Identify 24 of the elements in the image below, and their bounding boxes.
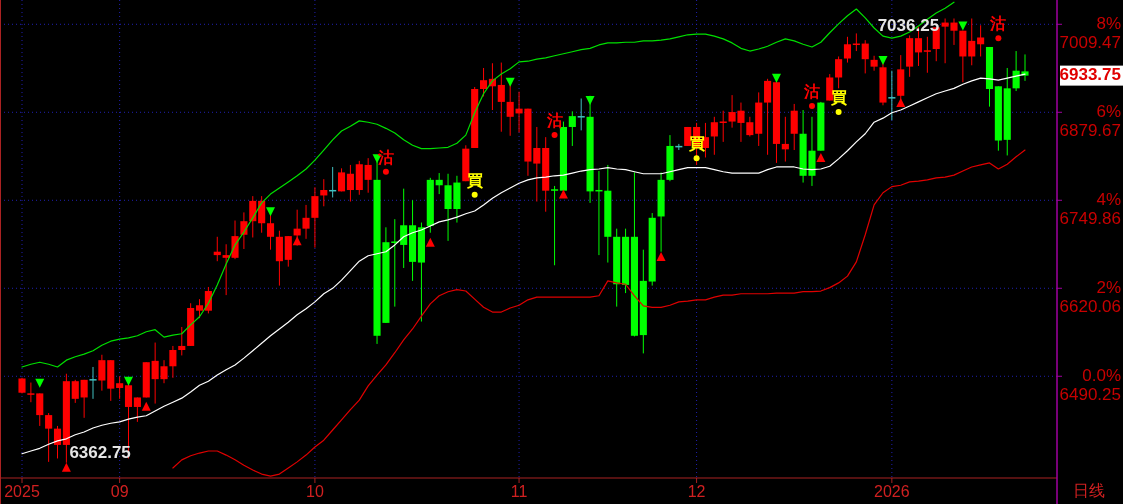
y-tick-label: 6490.25 bbox=[1059, 384, 1121, 404]
text: 買 bbox=[466, 171, 483, 189]
y-tick-label: 7009.47 bbox=[1059, 32, 1121, 52]
y2-tick-label: 4% bbox=[1096, 189, 1121, 209]
y2-tick-label: 8% bbox=[1096, 13, 1121, 33]
x-tick-label: 09 bbox=[110, 483, 129, 501]
last-price-label: 6933.75 bbox=[1059, 65, 1123, 86]
x-tick-label: 2026 bbox=[874, 483, 910, 501]
y2-tick-label: 6% bbox=[1096, 101, 1121, 121]
x-tick-label: 10 bbox=[306, 483, 324, 501]
y-tick-label: 6620.06 bbox=[1059, 296, 1121, 316]
series-label: 買 bbox=[829, 89, 847, 107]
text: 沽 bbox=[377, 148, 394, 166]
text: 沽 bbox=[803, 83, 820, 101]
y-tick-label: 6879.67 bbox=[1059, 120, 1121, 140]
x-tick-label: 12 bbox=[687, 483, 706, 501]
x-tick-label: 2025 bbox=[4, 483, 40, 501]
text: 日线 bbox=[1073, 482, 1105, 500]
x-tick-label: 11 bbox=[510, 483, 528, 501]
y2-tick-label: 2% bbox=[1096, 277, 1121, 297]
y-tick-label: 6749.86 bbox=[1059, 208, 1121, 228]
y2-tick-label: 0.0% bbox=[1082, 365, 1121, 385]
text: 沽 bbox=[990, 15, 1007, 33]
series-label: 沽 bbox=[545, 112, 563, 130]
